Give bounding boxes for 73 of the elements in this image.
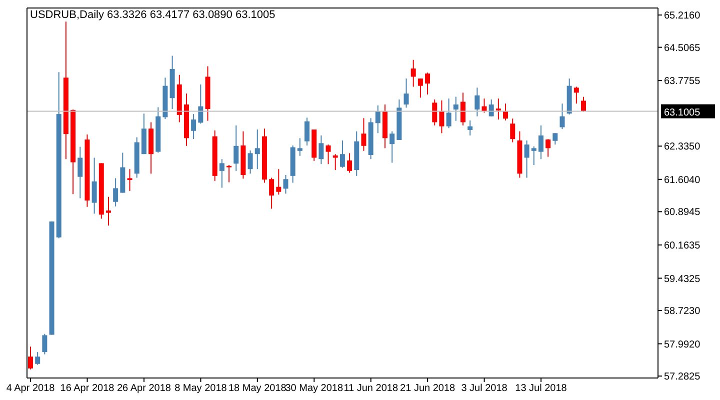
candlestick bbox=[552, 132, 558, 146]
candlestick bbox=[269, 177, 274, 210]
candlestick bbox=[297, 138, 302, 156]
candlestick bbox=[482, 98, 487, 114]
candlestick bbox=[234, 124, 239, 172]
x-tick-label: 21 Jun 2018 bbox=[400, 383, 456, 394]
candlestick bbox=[546, 138, 551, 158]
candlestick bbox=[35, 352, 40, 366]
candlestick bbox=[191, 114, 196, 140]
chart-title: USDRUB,Daily 63.3326 63.4177 63.0890 63.1005 bbox=[30, 9, 276, 21]
candlestick bbox=[404, 78, 409, 108]
candlestick bbox=[390, 130, 395, 164]
y-tick-label: 59.4325 bbox=[664, 274, 701, 285]
candlestick bbox=[340, 140, 345, 168]
candlestick bbox=[474, 87, 480, 117]
candlestick bbox=[375, 104, 380, 134]
candlestick bbox=[453, 96, 458, 122]
y-tick-label: 60.1635 bbox=[664, 240, 701, 252]
candlestick bbox=[92, 157, 97, 214]
candlestick bbox=[347, 152, 352, 174]
candlestick bbox=[439, 100, 444, 134]
y-tick-label: 58.7230 bbox=[664, 306, 701, 318]
candlestick bbox=[78, 146, 83, 199]
candlestick bbox=[326, 144, 331, 165]
x-tick-label: 18 May 2018 bbox=[228, 383, 287, 394]
y-tick-label: 64.5065 bbox=[664, 42, 701, 54]
candlestick bbox=[538, 124, 544, 160]
candlestick bbox=[42, 333, 48, 355]
candlestick bbox=[496, 98, 501, 120]
candlestick bbox=[318, 134, 324, 165]
candlestick bbox=[425, 72, 430, 95]
candlestick bbox=[127, 168, 132, 192]
x-tick-label: 11 Jun 2018 bbox=[344, 383, 398, 394]
candlestick bbox=[410, 59, 416, 88]
candlestick bbox=[581, 96, 586, 112]
x-tick-label: 3 Jul 2018 bbox=[461, 383, 508, 394]
candlestick bbox=[283, 174, 288, 194]
candlestick bbox=[248, 150, 253, 174]
candlestick bbox=[198, 84, 204, 124]
y-tick-label: 57.9920 bbox=[664, 339, 701, 350]
candlestick bbox=[531, 146, 536, 166]
candlestick bbox=[28, 346, 33, 370]
y-tick-label: 61.6040 bbox=[664, 174, 701, 186]
candlestick bbox=[106, 196, 111, 226]
y-tick-label: 63.7755 bbox=[664, 76, 701, 88]
x-tick-label: 8 May 2018 bbox=[174, 383, 228, 394]
candlestick bbox=[510, 118, 516, 143]
ref-line-label: 63.1005 bbox=[664, 107, 701, 118]
y-tick-label: 57.2825 bbox=[664, 372, 701, 383]
x-tick-label: 13 Jul 2018 bbox=[515, 383, 568, 394]
candlestick bbox=[219, 158, 224, 188]
x-tick-label: 16 Apr 2018 bbox=[60, 383, 115, 394]
candlestick bbox=[226, 164, 232, 183]
candlestick bbox=[276, 168, 282, 196]
candlestick bbox=[468, 120, 473, 136]
candlestick bbox=[446, 98, 452, 129]
candlestick bbox=[418, 78, 423, 98]
candlestick bbox=[113, 178, 118, 207]
candlestick bbox=[460, 92, 466, 126]
candlestick bbox=[524, 140, 530, 178]
x-tick-label: 30 May 2018 bbox=[285, 383, 344, 394]
x-tick-label: 4 Apr 2018 bbox=[6, 383, 56, 394]
candlestick bbox=[488, 98, 494, 117]
candlestick bbox=[432, 98, 438, 126]
y-tick-label: 65.2160 bbox=[664, 10, 701, 22]
candlestick bbox=[254, 129, 260, 170]
y-tick-label: 62.3350 bbox=[664, 142, 701, 153]
x-tick-label: 26 Apr 2018 bbox=[117, 383, 172, 394]
candlestick bbox=[574, 86, 579, 104]
candlestick bbox=[304, 117, 310, 146]
candlestick bbox=[560, 103, 565, 130]
candlestick bbox=[361, 118, 366, 152]
y-tick-label: 60.8945 bbox=[664, 207, 701, 218]
